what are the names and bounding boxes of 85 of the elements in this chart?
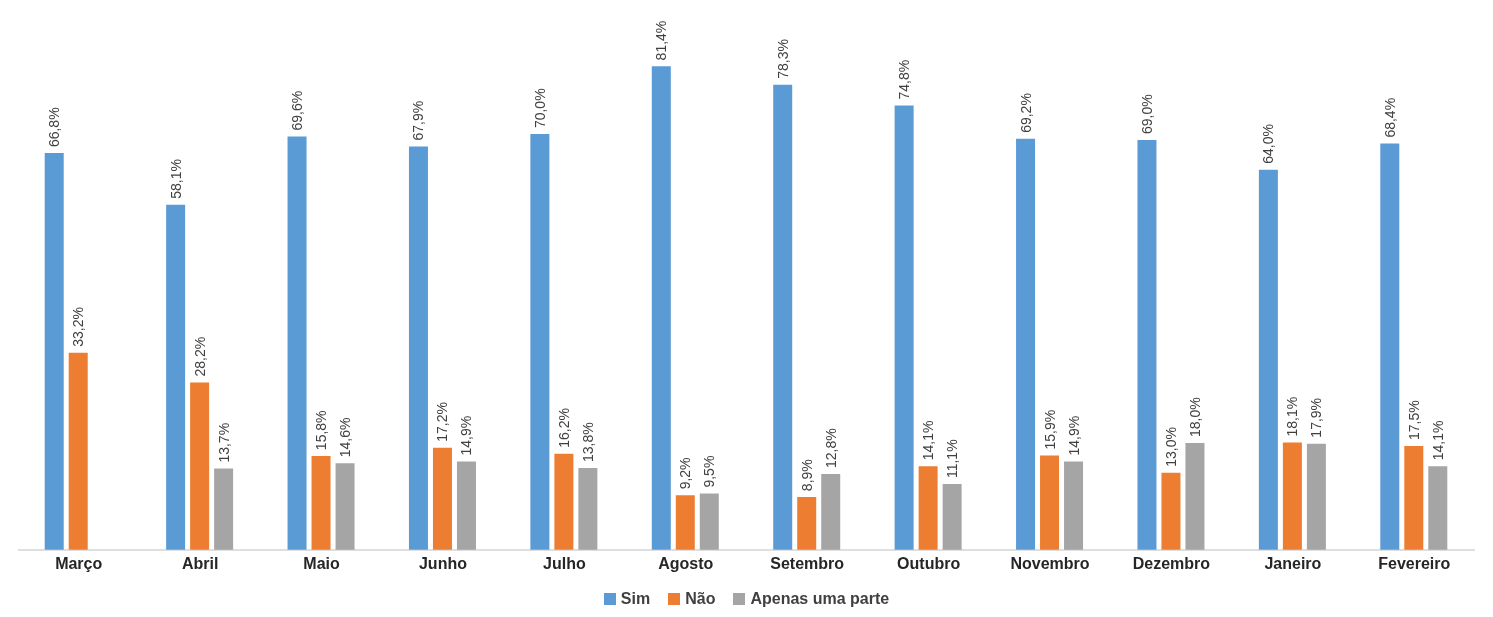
data-label: 67,9% (410, 100, 427, 141)
bar (1016, 138, 1036, 550)
data-label: 64,0% (1260, 124, 1277, 164)
data-label: 13,0% (1162, 427, 1179, 467)
bar (287, 136, 307, 550)
data-label: 8,9% (798, 459, 815, 492)
bar (68, 352, 88, 550)
bar (942, 484, 962, 550)
bar (1161, 472, 1181, 550)
bar (1064, 461, 1084, 550)
bar (773, 84, 793, 550)
bar (675, 495, 695, 550)
bar (1258, 169, 1278, 550)
legend-label: Não (685, 590, 716, 608)
x-tick-label: Fevereiro (1378, 555, 1451, 573)
bar (578, 468, 598, 550)
bar (432, 447, 452, 550)
bar (918, 466, 938, 550)
bar (1404, 446, 1424, 550)
bar (651, 66, 671, 550)
bar (1306, 443, 1326, 550)
legend-label: Apenas uma parte (750, 590, 890, 608)
data-label: 69,0% (1138, 94, 1155, 135)
bar (335, 463, 355, 550)
x-tick-label: Dezembro (1132, 555, 1211, 573)
data-label: 17,2% (434, 402, 451, 442)
bar (311, 456, 331, 550)
data-label: 78,3% (774, 39, 791, 79)
bar (894, 105, 914, 550)
x-tick-label: Setembro (770, 555, 845, 573)
bar (797, 497, 817, 550)
bar (554, 453, 574, 550)
data-label: 74,8% (896, 59, 913, 100)
x-tick-label: Outubro (897, 555, 961, 573)
data-label: 28,2% (191, 336, 208, 377)
data-label: 11,1% (944, 439, 961, 479)
data-label: 33,2% (70, 307, 87, 347)
data-label: 9,5% (701, 455, 718, 488)
x-tick-label: Agosto (658, 555, 714, 573)
data-label: 12,8% (822, 428, 839, 468)
data-label: 70,0% (531, 88, 548, 129)
data-label: 13,8% (579, 422, 596, 463)
bar (190, 382, 210, 550)
bar (821, 473, 841, 550)
bar (1282, 442, 1302, 550)
bar (456, 461, 476, 550)
data-label: 66,8% (46, 107, 63, 148)
data-label: 14,9% (458, 415, 475, 456)
data-label: 58,1% (167, 159, 184, 199)
data-label: 9,2% (677, 457, 694, 490)
data-label: 16,2% (555, 408, 572, 448)
bar (530, 134, 550, 550)
data-label: 14,1% (1429, 420, 1446, 461)
data-label: 14,6% (337, 417, 354, 458)
data-label: 81,4% (653, 20, 670, 61)
bar (1040, 455, 1060, 550)
x-tick-label: Junho (418, 555, 468, 573)
bar (44, 153, 64, 550)
data-label: 14,1% (920, 420, 937, 461)
legend-label: Sim (620, 590, 651, 608)
x-tick-label: Março (55, 555, 103, 573)
data-label: 69,6% (289, 90, 306, 131)
bar (408, 146, 428, 550)
bar (699, 493, 719, 550)
bar (1380, 143, 1400, 550)
data-label: 17,5% (1405, 400, 1422, 441)
data-label: 18,0% (1186, 397, 1203, 438)
bar (1428, 466, 1448, 550)
data-label: 18,1% (1284, 396, 1301, 437)
data-label: 69,2% (1017, 93, 1034, 133)
bar (166, 204, 186, 550)
data-label: 68,4% (1381, 97, 1398, 138)
x-tick-label: Julho (543, 555, 586, 573)
x-tick-label: Maio (303, 555, 340, 573)
x-tick-label: Abril (181, 555, 219, 573)
bar (214, 468, 234, 550)
data-label: 17,9% (1308, 397, 1325, 438)
data-label: 15,8% (313, 410, 330, 451)
bar (1137, 140, 1157, 550)
data-label: 13,7% (215, 422, 232, 463)
x-tick-label: Janeiro (1264, 555, 1322, 573)
data-label: 14,9% (1065, 415, 1082, 456)
data-label: 15,9% (1041, 409, 1058, 450)
bar (1185, 443, 1205, 550)
x-tick-label: Novembro (1010, 555, 1090, 573)
